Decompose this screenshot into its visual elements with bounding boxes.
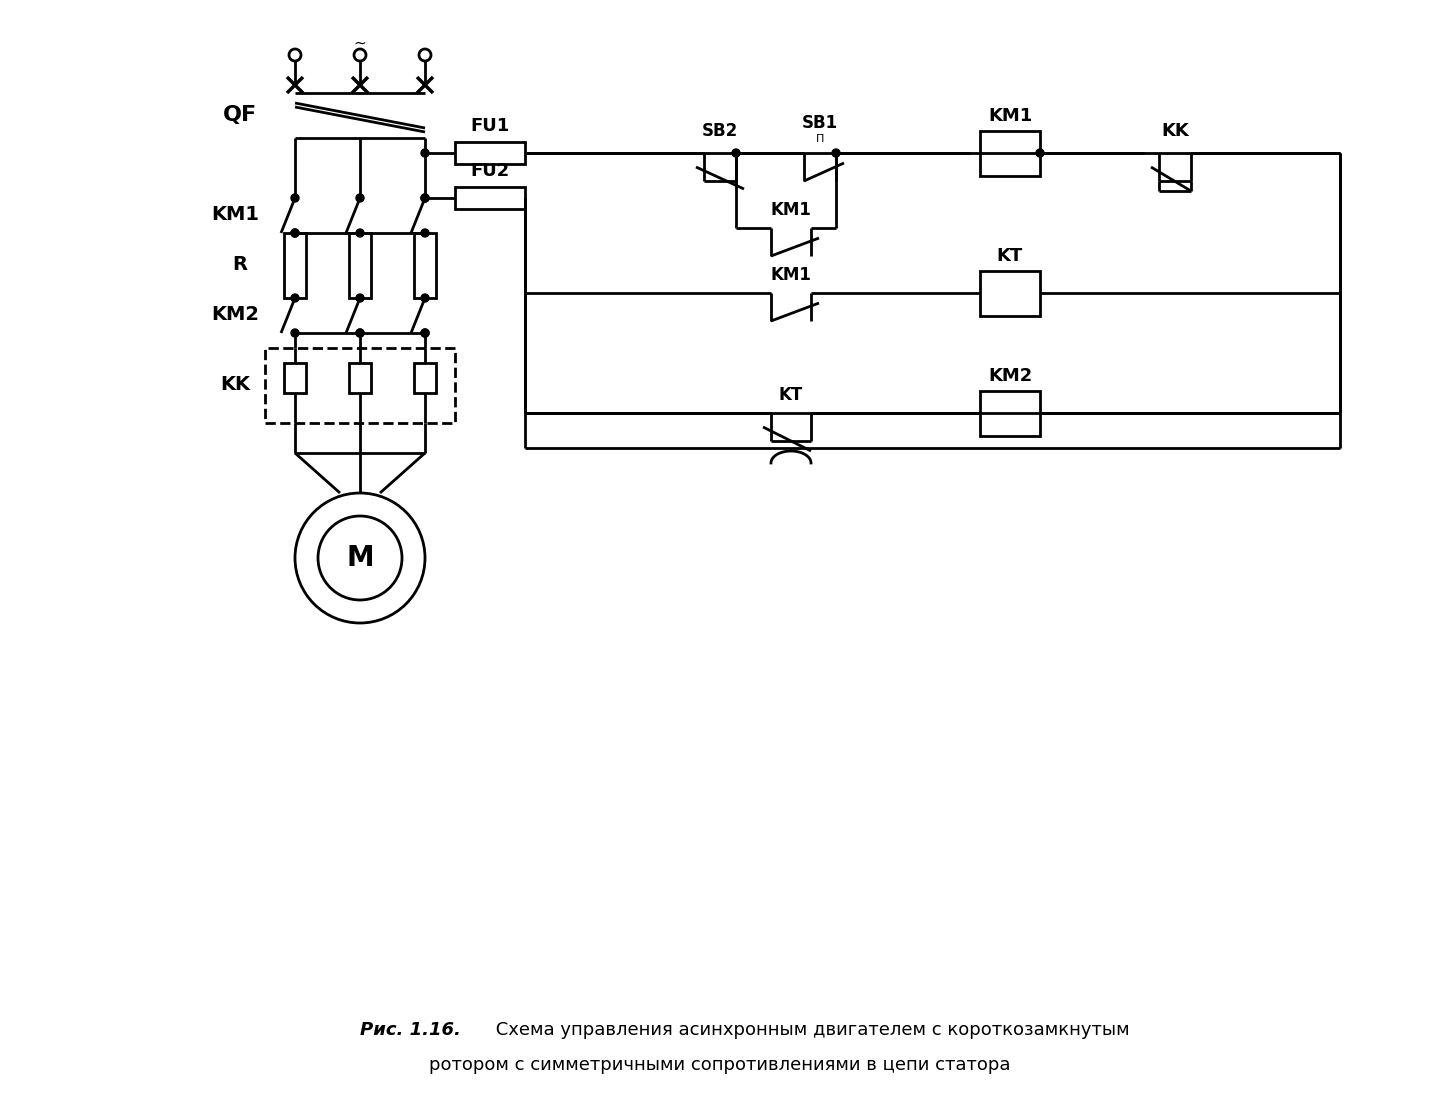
Circle shape [420,229,429,237]
Circle shape [291,295,300,302]
Text: KM1: KM1 [212,206,259,224]
Bar [455,142,526,164]
Text: KT: KT [779,386,804,404]
Circle shape [420,195,429,202]
Text: ~: ~ [354,35,366,51]
Bar [284,233,305,298]
Circle shape [291,229,300,237]
Circle shape [356,329,364,337]
Text: FU1: FU1 [471,116,510,135]
Circle shape [420,295,429,302]
Bar [265,348,455,423]
Bar [415,233,436,298]
Circle shape [1035,149,1044,157]
Bar [284,363,305,393]
Circle shape [420,329,429,337]
Circle shape [291,229,300,237]
Bar [981,391,1040,436]
Text: Π: Π [816,134,824,144]
Text: QF: QF [223,106,258,125]
Circle shape [420,195,429,202]
Text: KM2: KM2 [212,306,259,324]
Text: KM2: KM2 [988,367,1032,385]
Text: KM1: KM1 [770,266,811,284]
Circle shape [356,295,364,302]
Bar [981,131,1040,176]
Text: Схема управления асинхронным двигателем с короткозамкнутым: Схема управления асинхронным двигателем … [490,1021,1129,1039]
Text: Рис. 1.16.: Рис. 1.16. [360,1021,461,1039]
Circle shape [291,329,300,337]
Bar [981,271,1040,317]
Circle shape [420,149,429,157]
Circle shape [356,329,364,337]
Text: KK: KK [1161,122,1189,140]
Text: KM1: KM1 [770,201,811,219]
Text: KM1: KM1 [988,107,1032,125]
Text: R: R [232,255,248,275]
Bar [415,363,436,393]
Circle shape [354,49,366,62]
Circle shape [291,195,300,202]
Text: SB1: SB1 [802,114,838,132]
Circle shape [356,229,364,237]
Bar [455,187,526,209]
Bar [348,233,372,298]
Circle shape [419,49,431,62]
Text: KK: KK [220,376,251,395]
Text: SB2: SB2 [701,122,739,140]
Circle shape [356,195,364,202]
Bar [348,363,372,393]
Circle shape [289,49,301,62]
Circle shape [420,329,429,337]
Text: M: M [346,544,374,571]
Circle shape [318,517,402,600]
Circle shape [732,149,740,157]
Circle shape [295,493,425,623]
Circle shape [832,149,840,157]
Text: KT: KT [996,247,1024,265]
Text: FU2: FU2 [471,162,510,180]
Text: ротором с симметричными сопротивлениями в цепи статора: ротором с симметричными сопротивлениями … [429,1056,1011,1074]
